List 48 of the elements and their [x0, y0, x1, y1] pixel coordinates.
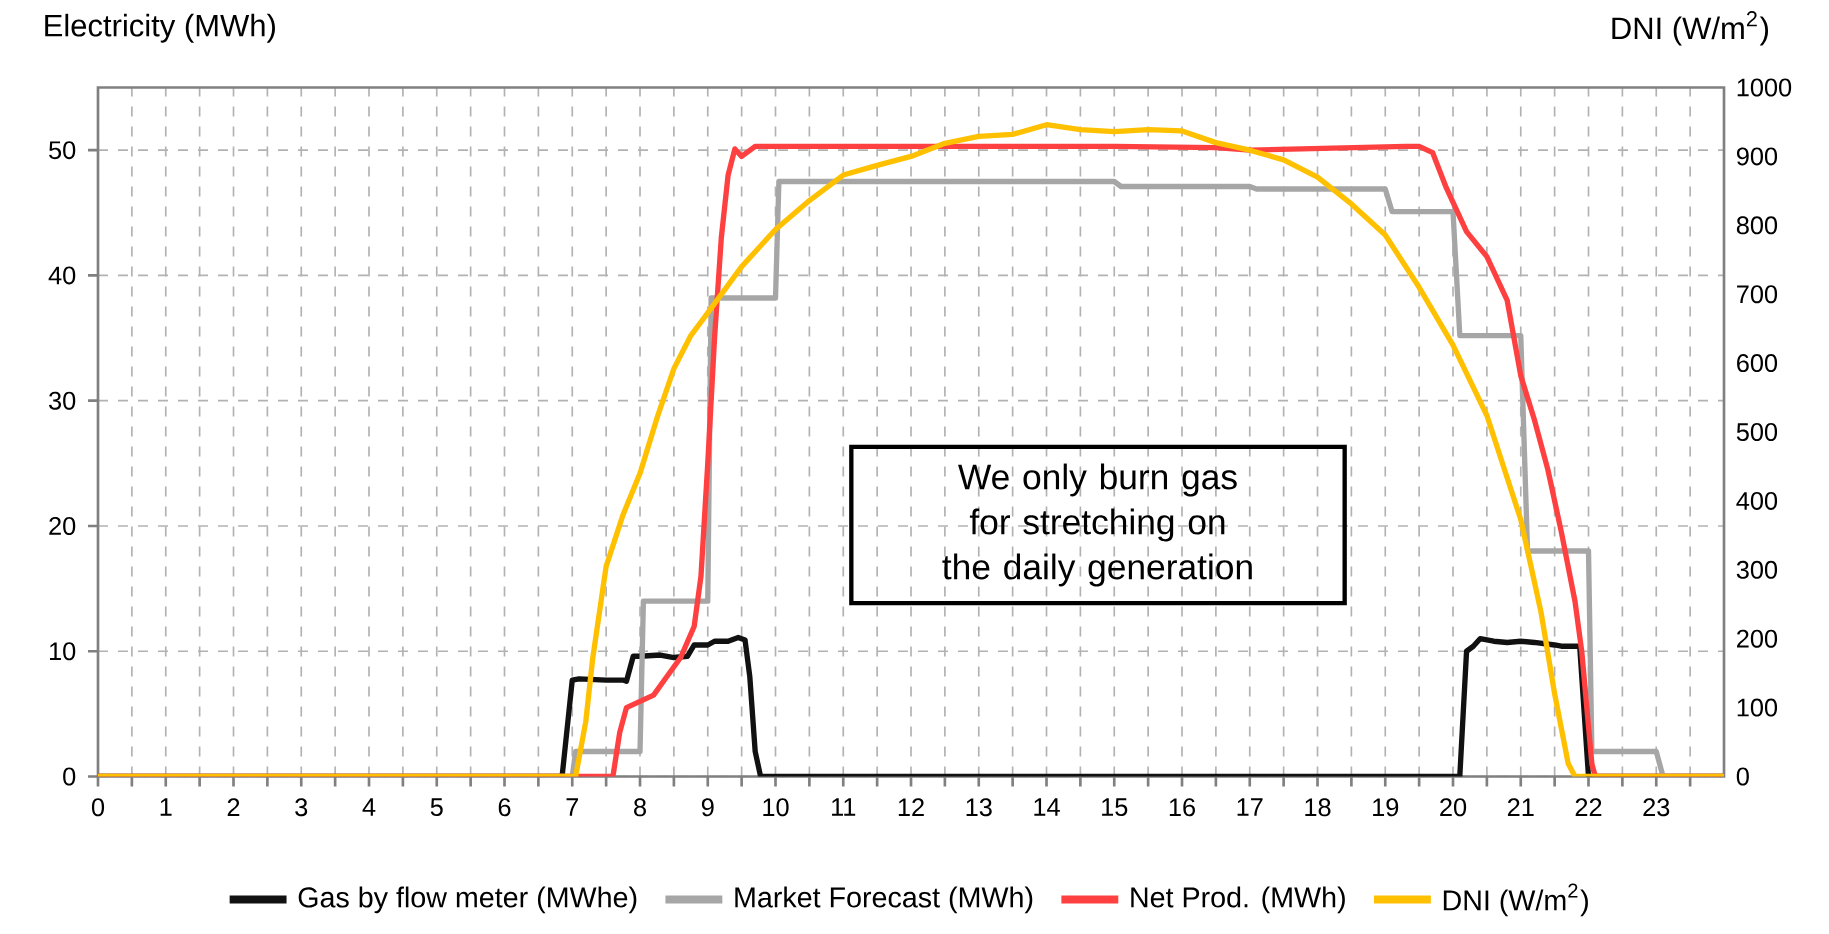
y2-tick-label: 600: [1737, 354, 1778, 373]
y2-tick-label: 1000: [1737, 78, 1792, 97]
x-tick-label: 6: [498, 798, 511, 817]
y-tick-label: 10: [49, 642, 76, 661]
y2-tick-label: 200: [1737, 629, 1778, 648]
y2-tick-label: 300: [1736, 561, 1778, 580]
annotation: We only burn gas for stretching on the daily generation: [942, 463, 1252, 587]
y2-tick-label: 900: [1736, 147, 1778, 166]
y-tick-label: 0: [63, 767, 76, 786]
y2-tick-label: 400: [1736, 492, 1778, 511]
x-tick-label: 13: [966, 798, 992, 817]
x-tick-label: 11: [832, 798, 856, 816]
x-tick-label: 15: [1102, 798, 1128, 817]
y-axis-title: Electricity (MWh): [45, 14, 275, 43]
legend-label: DNI (W/m$^{2}$): [1443, 883, 1588, 917]
x-tick-label: 12: [898, 798, 924, 817]
y2-tick-label: 0: [1736, 767, 1749, 786]
x-tick-label: 17: [1237, 798, 1263, 816]
x-tick-label: 7: [566, 798, 579, 816]
x-tick-label: 20: [1440, 798, 1467, 817]
x-tick-label: 9: [701, 798, 714, 817]
y2-axis-title: DNI (W/m$^{2}$): [1612, 11, 1768, 46]
x-tick-label: 10: [763, 798, 789, 817]
x-tick-label: 18: [1305, 798, 1331, 817]
x-tick-label: 2: [227, 798, 240, 817]
x-tick-label: 0: [91, 798, 105, 817]
x-tick-label: 19: [1373, 798, 1399, 817]
y2-tick-label: 700: [1737, 285, 1778, 304]
legend-label: Net Prod. (MWh): [1131, 886, 1345, 914]
y2-tick-label: 100: [1737, 698, 1778, 717]
x-tick-label: 8: [634, 798, 646, 817]
y2-tick-label: 800: [1736, 216, 1778, 235]
y-tick-label: 30: [48, 391, 76, 410]
x-tick-label: 1: [160, 798, 172, 816]
x-tick-label: 4: [362, 798, 376, 816]
y-tick-label: 20: [49, 517, 76, 536]
y-tick-label: 40: [48, 266, 76, 285]
legend-label: Market Forecast (MWh): [735, 886, 1033, 914]
x-tick-label: 23: [1643, 798, 1670, 817]
legend-label: Gas by flow meter (MWhe): [298, 886, 637, 914]
y-tick-label: 50: [49, 141, 76, 160]
x-tick-label: 14: [1034, 798, 1060, 816]
x-tick-label: 5: [430, 798, 443, 817]
x-tick-label: 16: [1169, 798, 1195, 817]
x-tick-label: 21: [1507, 798, 1534, 817]
x-tick-label: 3: [295, 798, 308, 817]
y2-tick-label: 500: [1736, 423, 1778, 442]
x-tick-label: 22: [1575, 798, 1602, 817]
